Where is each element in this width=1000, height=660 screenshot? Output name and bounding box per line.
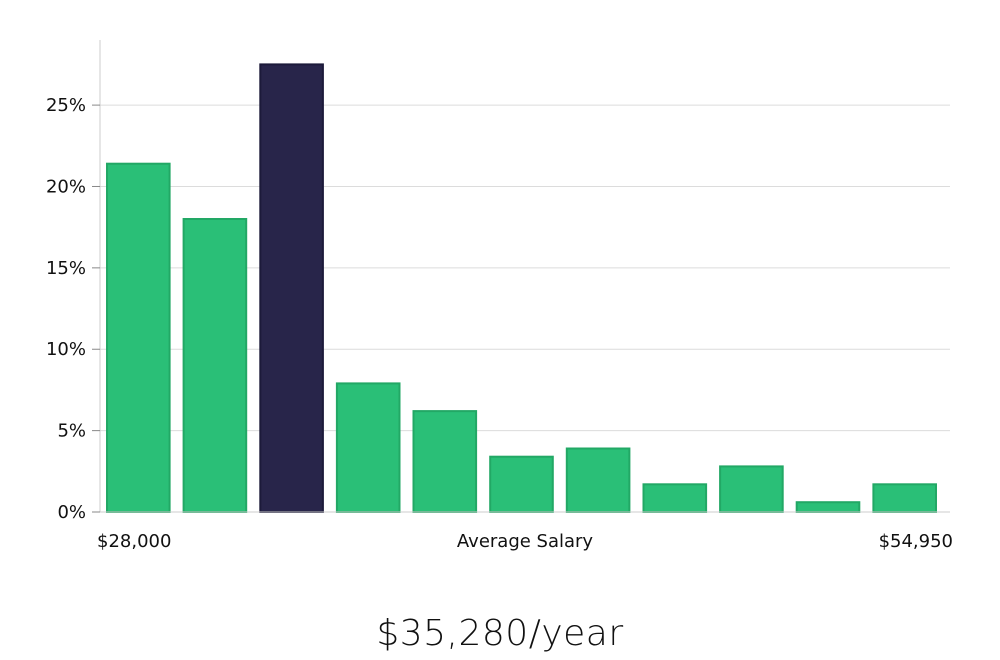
- bar: [642, 483, 708, 513]
- y-tick-label: 20%: [46, 176, 86, 197]
- histogram-bars: [106, 63, 938, 514]
- bar: [872, 483, 938, 513]
- y-tick-labels: 0% 5% 10% 15% 20% 25%: [46, 95, 100, 523]
- bar: [182, 218, 248, 513]
- bar: [489, 455, 554, 514]
- y-tick-label: 5%: [57, 421, 86, 442]
- average-salary-summary: $35,280/year: [376, 613, 624, 654]
- bar: [335, 382, 401, 513]
- bar: [795, 501, 861, 514]
- y-tick-label: 15%: [46, 258, 86, 279]
- bar-highlighted: [259, 63, 324, 514]
- axes: [99, 40, 950, 513]
- bar: [412, 410, 478, 514]
- salary-histogram-chart: 0%5%10%15%20%25% $28,000 Average Salary …: [46, 40, 953, 552]
- bar: [719, 465, 784, 513]
- y-tick-label: 10%: [46, 339, 86, 360]
- y-tick-label: 0%: [57, 502, 86, 523]
- bar: [106, 162, 171, 513]
- y-tick-label: 25%: [46, 95, 86, 116]
- x-axis-title: Average Salary: [457, 531, 594, 552]
- x-axis-min-label: $28,000: [97, 531, 171, 552]
- bar: [565, 447, 631, 513]
- x-axis-max-label: $54,950: [879, 531, 953, 552]
